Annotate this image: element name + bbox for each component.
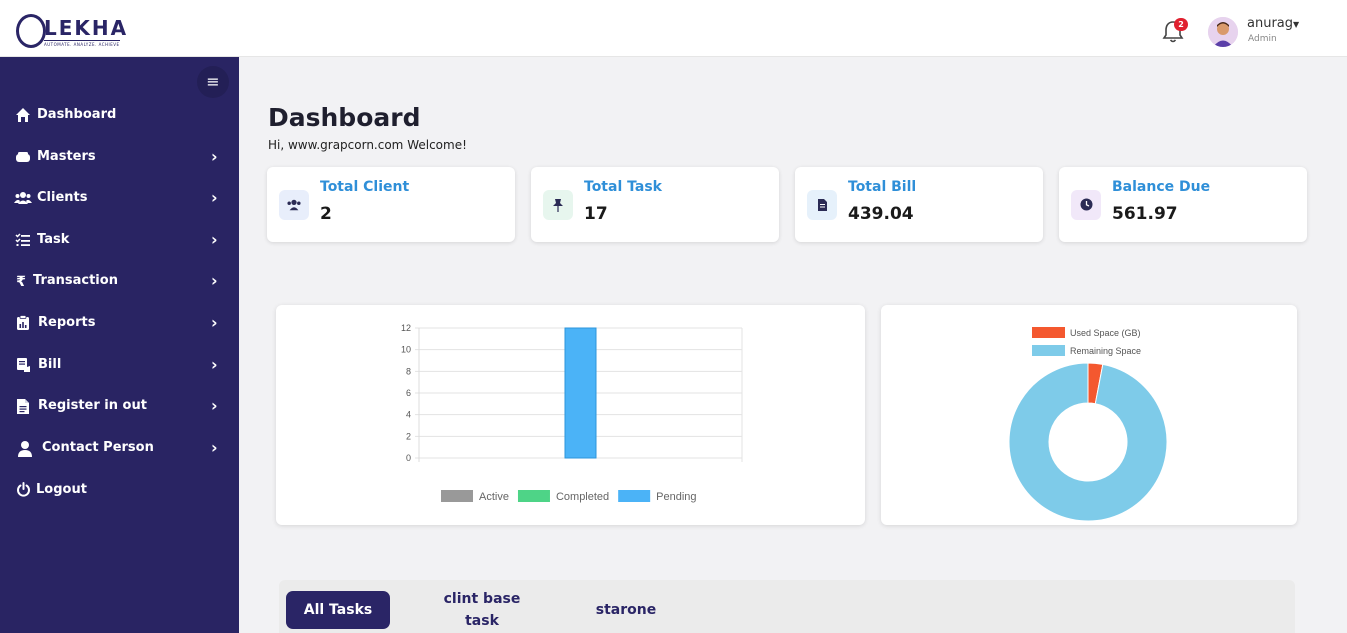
- y-tick-label: 6: [406, 388, 411, 398]
- legend-swatch: [517, 490, 550, 502]
- users-icon: [279, 190, 309, 220]
- card-value: 439.04: [848, 204, 914, 224]
- masters-icon: [14, 149, 32, 167]
- rupee-icon: ₹: [16, 274, 26, 290]
- y-tick-label: 8: [406, 366, 411, 376]
- y-tick-label: 10: [401, 345, 411, 355]
- sidebar-item-label: Dashboard: [37, 107, 117, 122]
- y-tick-label: 4: [406, 410, 411, 420]
- legend-swatch: [441, 490, 473, 502]
- task-status-chart-panel: 0 2 4 6 8 10 12 Active Completed Pending: [276, 305, 865, 525]
- y-tick-label: 2: [406, 431, 411, 441]
- caret-down-icon: ▼: [1293, 20, 1300, 29]
- sidebar-item-logout[interactable]: Logout: [0, 471, 239, 511]
- chevron-right-icon: ›: [211, 271, 218, 290]
- bill-icon: [14, 357, 32, 375]
- user-avatar[interactable]: [1208, 17, 1238, 47]
- sidebar-item-label: Task: [37, 232, 70, 247]
- logo-mark: [16, 14, 46, 48]
- sidebar-item-label: Transaction: [33, 273, 118, 288]
- stat-card-total-client[interactable]: Total Client 2: [267, 167, 515, 242]
- task-status-bar-chart: 0 2 4 6 8 10 12 Active Completed Pending: [401, 323, 743, 503]
- sidebar-item-label: Register in out: [38, 398, 147, 413]
- legend-label[interactable]: Used Space (GB): [1070, 328, 1141, 338]
- chevron-right-icon: ›: [211, 230, 218, 249]
- home-icon: [14, 107, 32, 125]
- stat-card-total-bill[interactable]: Total Bill 439.04: [795, 167, 1043, 242]
- sidebar-item-bill[interactable]: Bill ›: [0, 346, 239, 386]
- storage-chart-panel: Used Space (GB) Remaining Space: [881, 305, 1297, 525]
- tab-clint-base-task[interactable]: clint base task: [443, 591, 521, 629]
- users-icon: [14, 190, 32, 208]
- avatar-image: [1208, 17, 1238, 47]
- sidebar-item-clients[interactable]: Clients ›: [0, 179, 239, 219]
- sidebar: ≡ Dashboard Masters › Clients › Task › ₹…: [0, 57, 239, 633]
- document-icon: [14, 398, 32, 416]
- chevron-right-icon: ›: [211, 438, 218, 457]
- pin-icon: [543, 190, 573, 220]
- notification-bell[interactable]: 2: [1162, 18, 1190, 46]
- task-tabs: All Tasks clint base task starone: [279, 580, 1295, 633]
- chevron-right-icon: ›: [211, 147, 218, 166]
- legend-label[interactable]: Remaining Space: [1070, 346, 1141, 356]
- notification-count-badge: 2: [1174, 18, 1188, 31]
- tab-all-tasks[interactable]: All Tasks: [286, 591, 390, 629]
- sidebar-item-label: Masters: [37, 149, 96, 164]
- clock-icon: [1071, 190, 1101, 220]
- top-bar: LEKHA AUTOMATE. ANALYZE. ACHIEVE 2 anura…: [0, 0, 1347, 57]
- menu-toggle-button[interactable]: ≡: [197, 66, 229, 98]
- donut-slice[interactable]: [1008, 362, 1168, 522]
- stat-card-balance-due[interactable]: Balance Due 561.97: [1059, 167, 1307, 242]
- sidebar-item-label: Clients: [37, 190, 88, 205]
- chevron-right-icon: ›: [211, 396, 218, 415]
- user-menu-toggle[interactable]: anurag▼: [1247, 16, 1299, 31]
- power-icon: [14, 482, 32, 500]
- report-icon: [14, 315, 32, 333]
- chevron-right-icon: ›: [211, 188, 218, 207]
- sidebar-item-label: Reports: [38, 315, 96, 330]
- y-tick-label: 12: [401, 323, 411, 333]
- storage-donut-chart: Used Space (GB) Remaining Space: [1008, 327, 1168, 522]
- user-name: anurag: [1247, 16, 1294, 31]
- hamburger-icon: ≡: [206, 72, 220, 91]
- brand-tagline: AUTOMATE. ANALYZE. ACHIEVE: [44, 40, 120, 47]
- sidebar-item-masters[interactable]: Masters ›: [0, 138, 239, 178]
- card-value: 17: [584, 204, 608, 224]
- sidebar-item-label: Contact Person: [42, 440, 154, 455]
- legend-label[interactable]: Completed: [556, 491, 609, 503]
- chevron-right-icon: ›: [211, 355, 218, 374]
- tab-starone[interactable]: starone: [595, 602, 657, 618]
- lekha-logo[interactable]: LEKHA AUTOMATE. ANALYZE. ACHIEVE: [14, 6, 144, 52]
- card-value: 561.97: [1112, 204, 1178, 224]
- legend-swatch: [1032, 327, 1065, 338]
- welcome-message: Hi, www.grapcorn.com Welcome!: [268, 138, 467, 152]
- sidebar-item-label: Logout: [36, 482, 87, 497]
- task-list-icon: [14, 232, 32, 250]
- sidebar-item-task[interactable]: Task ›: [0, 221, 239, 261]
- card-title: Balance Due: [1112, 179, 1211, 195]
- person-icon: [16, 440, 34, 458]
- sidebar-item-transaction[interactable]: ₹ Transaction ›: [0, 262, 239, 302]
- legend-swatch: [618, 490, 651, 502]
- page-title: Dashboard: [268, 103, 421, 132]
- chevron-right-icon: ›: [211, 313, 218, 332]
- card-title: Total Bill: [848, 179, 917, 195]
- legend-label[interactable]: Pending: [656, 491, 696, 503]
- card-title: Total Task: [584, 179, 662, 195]
- sidebar-item-label: Bill: [38, 357, 62, 372]
- sidebar-item-register-in-out[interactable]: Register in out ›: [0, 387, 239, 427]
- stat-card-total-task[interactable]: Total Task 17: [531, 167, 779, 242]
- bar-pending[interactable]: [564, 327, 597, 459]
- bill-icon: [807, 190, 837, 220]
- card-value: 2: [320, 204, 332, 224]
- card-title: Total Client: [320, 179, 410, 195]
- sidebar-item-reports[interactable]: Reports ›: [0, 304, 239, 344]
- sidebar-item-dashboard[interactable]: Dashboard: [0, 96, 239, 136]
- legend-label[interactable]: Active: [479, 491, 509, 503]
- y-tick-label: 0: [406, 453, 411, 463]
- user-role: Admin: [1248, 34, 1277, 44]
- brand-name: LEKHA: [44, 16, 129, 40]
- legend-swatch: [1032, 345, 1065, 356]
- sidebar-item-contact-person[interactable]: Contact Person ›: [0, 429, 239, 469]
